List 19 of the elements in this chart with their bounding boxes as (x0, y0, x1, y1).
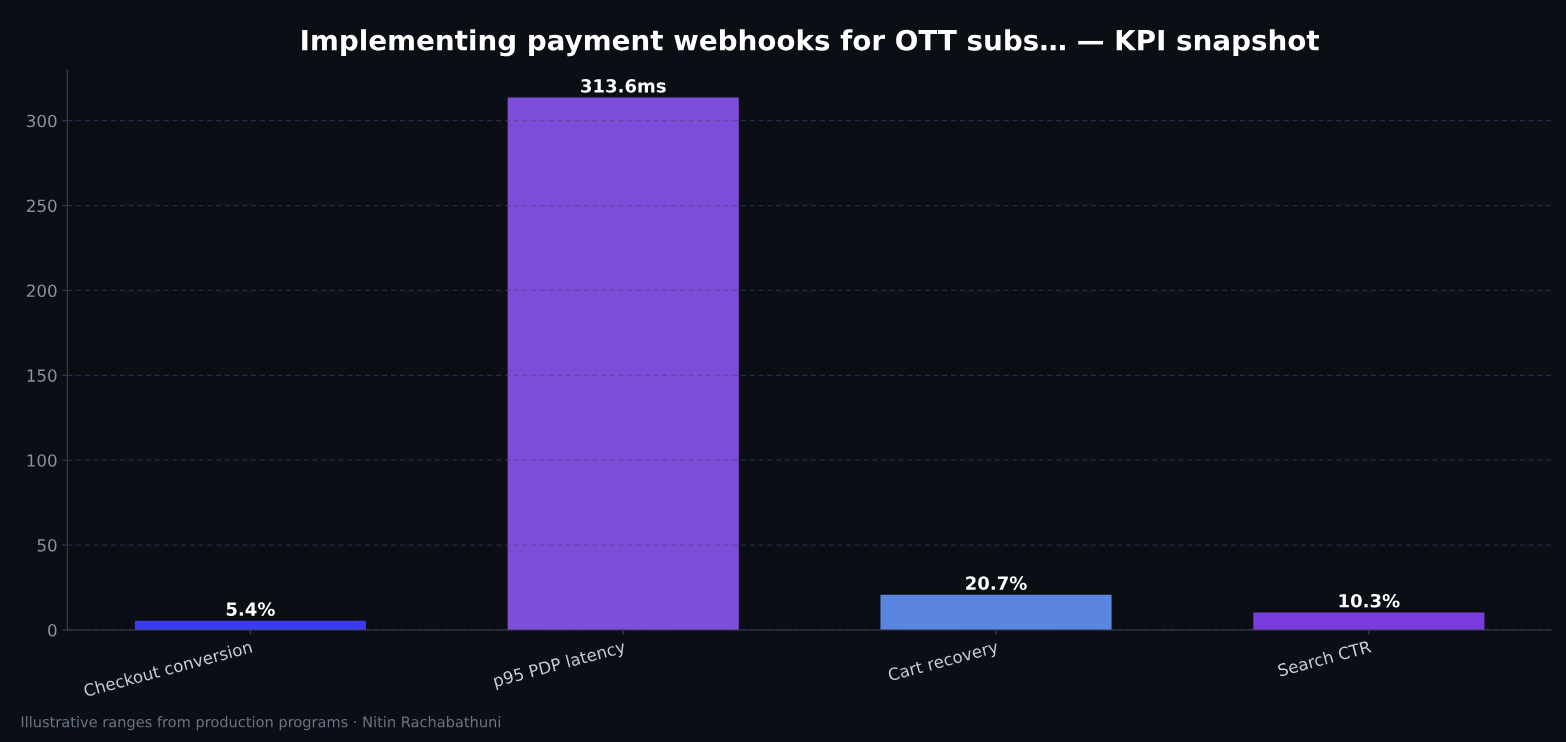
y-tick-label: 250 (27, 199, 57, 213)
y-tick-label: 150 (27, 369, 57, 382)
x-tick-label: Search CTR (1277, 639, 1372, 677)
y-tick-label: 300 (27, 114, 57, 128)
data-label: 313.6ms (581, 79, 666, 93)
text: Illustrative ranges from production programs · Nitin Rachabathuni (21, 716, 501, 731)
y-tick-label: 200 (27, 284, 57, 298)
chart-title: Implementing payment webhooks for OTT subs… — KPI snapshot (302, 29, 1320, 57)
x-tick-label: p95 PDP latency (492, 639, 627, 691)
bar (507, 97, 739, 630)
data-label: 10.3% (1339, 593, 1400, 608)
bar (880, 594, 1112, 630)
data-label: 20.7% (966, 576, 1027, 590)
bar (1253, 612, 1485, 630)
y-tick-label: 0 (48, 623, 57, 637)
y-tick-label: 100 (27, 454, 57, 467)
y-tick-label: 50 (37, 539, 57, 552)
x-tick-label: Cart recovery (887, 640, 1000, 685)
data-label: 5.4% (226, 602, 275, 616)
